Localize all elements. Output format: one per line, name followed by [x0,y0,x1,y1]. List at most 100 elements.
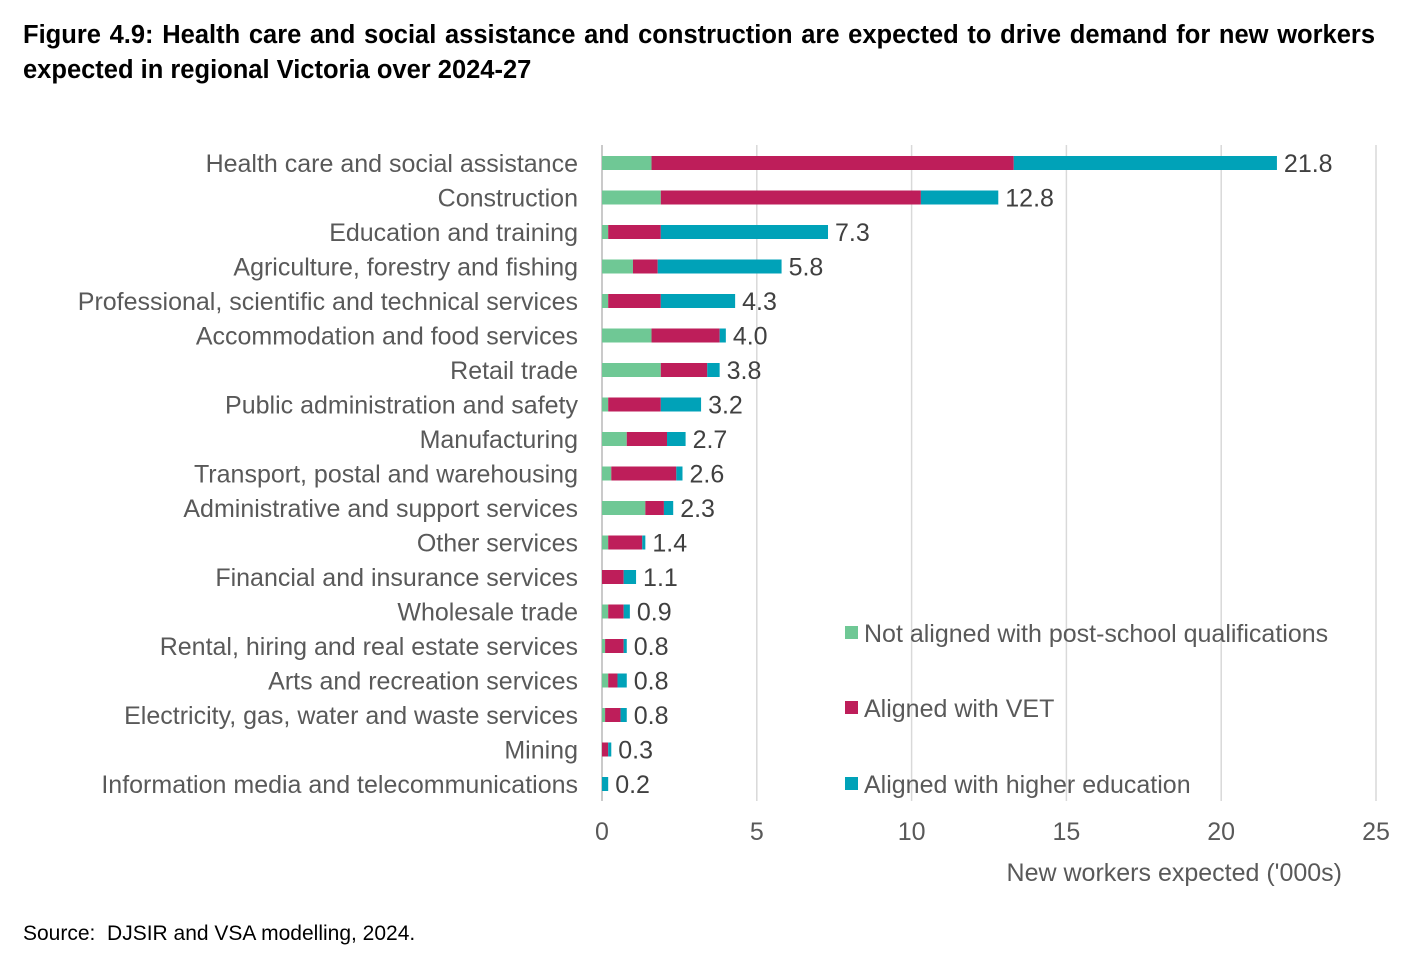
bar-segment-vet [608,535,643,550]
source-note: Source: DJSIR and VSA modelling, 2024. [23,922,416,945]
legend-item-higher-ed-label: Aligned with higher education [864,771,1191,799]
x-tick-label: 10 [898,818,926,846]
x-tick-label: 5 [750,818,764,846]
total-label: 12.8 [1005,185,1054,213]
total-label: 0.8 [634,668,669,696]
total-label: 2.3 [680,495,715,523]
x-tick-label: 0 [595,818,609,846]
bar-segment-not-aligned [602,294,609,308]
bar-segment-not-aligned [602,225,609,239]
category-label: Rental, hiring and real estate services [160,633,578,661]
bars [602,156,1277,791]
bar-segment-vet [605,639,624,653]
bar-segment-not-aligned [602,501,646,515]
bar-segment-vet [660,363,708,377]
bar-segment-vet [605,708,621,722]
bar-segment-vet [626,432,668,446]
bar-segment-not-aligned [602,397,609,412]
bar-segment-vet [608,225,661,239]
bar-segment-higher-ed [667,432,686,446]
category-label: Mining [504,737,578,765]
x-axis-ticks: 0 5 10 15 20 25 [595,818,1390,846]
category-label: Agriculture, forestry and fishing [233,254,578,282]
total-label: 4.0 [733,323,768,351]
bar-segment-higher-ed [920,190,999,205]
bar-segment-higher-ed [642,535,646,550]
bar-segment-vet [602,742,609,757]
bar-segment-not-aligned [602,328,652,343]
x-tick-label: 25 [1362,818,1390,846]
category-label: Accommodation and food services [196,323,578,351]
x-tick-label: 15 [1052,818,1080,846]
bar-segment-higher-ed [623,639,627,653]
total-label: 1.4 [652,530,687,558]
bar-segment-not-aligned [602,466,612,481]
bar-segment-vet [651,156,1014,170]
category-label: Arts and recreation services [268,668,578,696]
category-label: Other services [417,530,578,558]
bar-segment-higher-ed [663,501,674,515]
category-label: Public administration and safety [225,392,578,420]
bar-segment-not-aligned [602,190,661,205]
total-label: 3.8 [727,357,762,385]
bar-segment-higher-ed [608,742,612,757]
total-label: 1.1 [643,564,678,592]
category-label: Transport, postal and warehousing [194,461,578,489]
bar-segment-higher-ed [676,466,683,481]
bar-segment-higher-ed [623,570,637,584]
bar-segment-not-aligned [602,673,609,688]
total-label: 0.9 [637,599,672,627]
category-label: Education and training [329,219,578,247]
total-label: 0.8 [634,702,669,730]
bar-segment-vet [608,397,661,412]
bar-segment-vet [651,328,720,343]
x-tick-label: 20 [1207,818,1235,846]
bar-segment-vet [632,259,658,274]
category-labels: Health care and social assistance Constru… [78,150,579,799]
total-label: 0.8 [634,633,669,661]
bar-segment-vet [645,501,664,515]
bar-segment-higher-ed [657,259,782,274]
bar-segment-higher-ed [660,225,829,239]
total-label: 7.3 [835,219,870,247]
total-label: 5.8 [789,254,824,282]
bar-segment-not-aligned [602,432,627,446]
bar-segment-not-aligned [602,259,633,274]
category-label: Professional, scientific and technical s… [78,288,578,316]
total-label: 0.2 [615,771,650,799]
category-label: Construction [438,185,578,213]
category-label: Wholesale trade [397,599,578,627]
category-label: Electricity, gas, water and waste servic… [124,702,578,730]
bar-segment-higher-ed [660,294,736,308]
bar-segment-vet [660,190,921,205]
legend-item-vet-swatch [845,701,858,714]
total-labels: 21.8 12.8 7.3 5.8 4.3 4.0 3.8 3.2 2.7 2.6 2.3 1.4 1.… [615,150,1332,799]
total-label: 21.8 [1284,150,1333,178]
bar-segment-higher-ed [617,673,627,688]
bar-segment-higher-ed [660,397,702,412]
category-label: Health care and social assistance [206,150,578,178]
bar-segment-vet [608,673,618,688]
bar-segment-not-aligned [602,363,661,377]
total-label: 0.3 [618,737,653,765]
total-label: 2.6 [689,461,724,489]
bar-segment-vet [602,570,624,584]
total-label: 2.7 [693,426,728,454]
bar-segment-not-aligned [602,639,606,653]
category-label: Administrative and support services [183,495,578,523]
legend-item-higher-ed-swatch [845,777,858,790]
bar-segment-not-aligned [602,708,606,722]
legend: Not aligned with post-school qualificati… [845,620,1328,799]
bar-segment-not-aligned [602,604,609,619]
total-label: 4.3 [742,288,777,316]
chart-title: Figure 4.9: Health care and social assis… [23,21,1375,84]
legend-item-not-aligned-label: Not aligned with post-school qualificati… [864,620,1328,648]
bar-segment-higher-ed [707,363,720,377]
category-label: Information media and telecommunications [101,771,578,799]
bar-segment-vet [608,294,661,308]
bar-segment-higher-ed [623,604,630,619]
bar-segment-vet [608,604,624,619]
bar-segment-higher-ed [620,708,627,722]
total-label: 3.2 [708,392,743,420]
